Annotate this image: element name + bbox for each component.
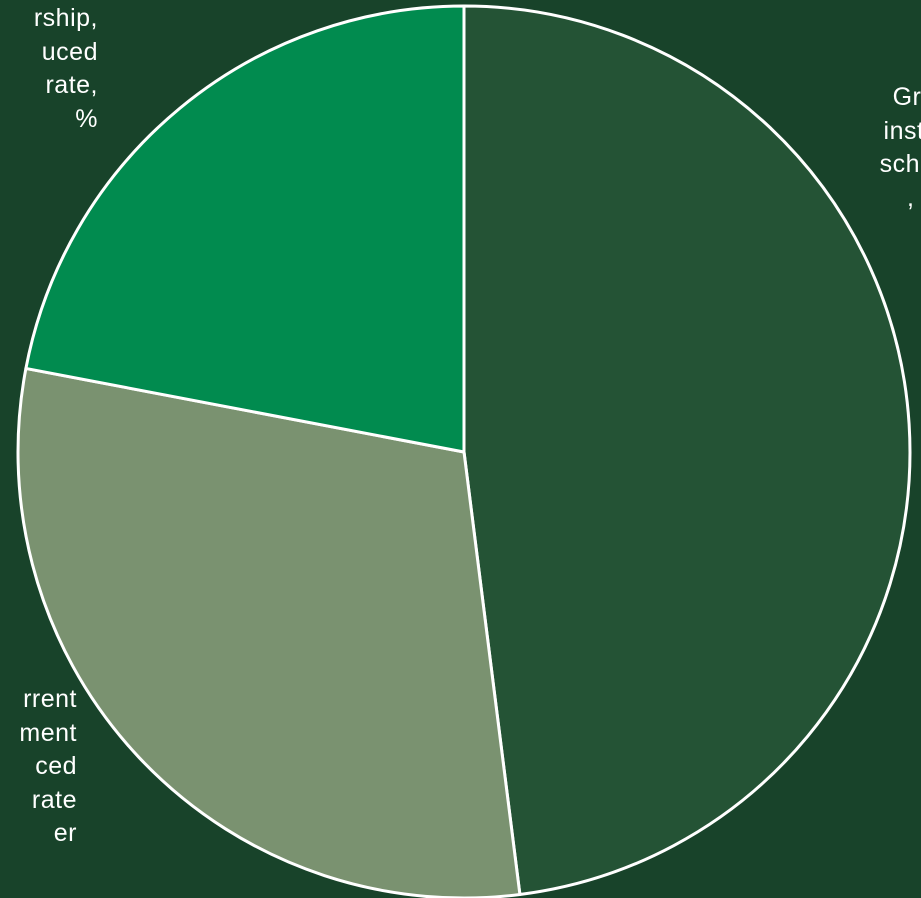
pie-slice-3 bbox=[24, 4, 466, 454]
slice-label-top-right: Gr insti scho , bbox=[879, 83, 921, 212]
slice-label-bottom-left: rrent ment ced rate er bbox=[19, 685, 77, 847]
pie-slice-2 bbox=[16, 366, 522, 898]
pie-slice-1 bbox=[462, 4, 912, 896]
slice-label-top-left: rship, uced rate, % bbox=[33, 4, 98, 133]
